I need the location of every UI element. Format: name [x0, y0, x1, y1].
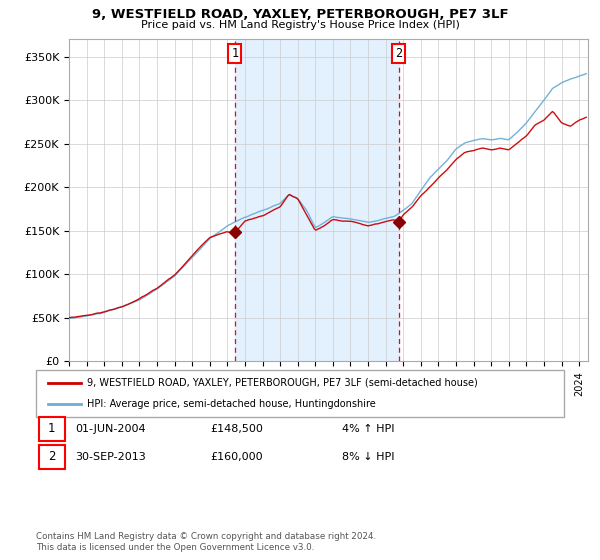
Text: 01-JUN-2004: 01-JUN-2004 [75, 424, 146, 434]
Text: 4% ↑ HPI: 4% ↑ HPI [342, 424, 395, 434]
Text: 2: 2 [48, 450, 56, 464]
Text: 1: 1 [48, 422, 56, 436]
Text: Contains HM Land Registry data © Crown copyright and database right 2024.
This d: Contains HM Land Registry data © Crown c… [36, 532, 376, 552]
Bar [235, 39, 399, 361]
Text: 2: 2 [395, 47, 403, 60]
Text: 30-SEP-2013: 30-SEP-2013 [75, 452, 146, 462]
Text: Price paid vs. HM Land Registry's House Price Index (HPI): Price paid vs. HM Land Registry's House … [140, 20, 460, 30]
Text: 9, WESTFIELD ROAD, YAXLEY, PETERBOROUGH, PE7 3LF: 9, WESTFIELD ROAD, YAXLEY, PETERBOROUGH,… [92, 8, 508, 21]
Text: 8% ↓ HPI: 8% ↓ HPI [342, 452, 395, 462]
Text: 9, WESTFIELD ROAD, YAXLEY, PETERBOROUGH, PE7 3LF (semi-detached house): 9, WESTFIELD ROAD, YAXLEY, PETERBOROUGH,… [87, 378, 478, 388]
Text: HPI: Average price, semi-detached house, Huntingdonshire: HPI: Average price, semi-detached house,… [87, 399, 376, 409]
Text: £148,500: £148,500 [210, 424, 263, 434]
Text: £160,000: £160,000 [210, 452, 263, 462]
Text: 1: 1 [231, 47, 238, 60]
